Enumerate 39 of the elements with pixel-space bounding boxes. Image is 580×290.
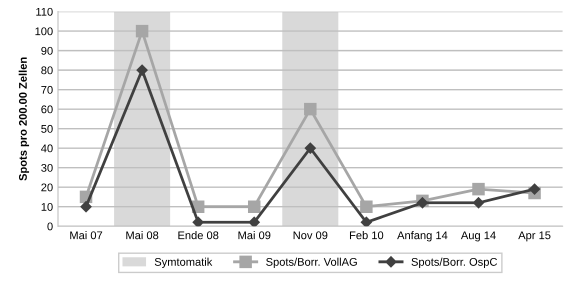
point (416, 197, 428, 208)
point (80, 201, 92, 212)
y-tick-label: 30 (41, 164, 53, 172)
point (528, 184, 540, 195)
x-tick-label: Apr 15 (518, 231, 550, 242)
y-tick-label: 100 (35, 27, 53, 36)
x-tick-label: Mai 08 (126, 231, 158, 240)
x-tick-label: Mai 09 (238, 231, 270, 240)
point (192, 216, 204, 226)
y-tick-label: 50 (41, 124, 53, 133)
point (304, 102, 317, 116)
x-tick-label: Nov 09 (294, 231, 328, 240)
y-tick-label: 10 (42, 202, 53, 211)
y-tick-label: 40 (41, 144, 53, 152)
y-tick-label: 70 (41, 86, 53, 94)
x-tick-label: Ende 08 (178, 231, 218, 240)
y-tick-label: 0 (47, 222, 53, 230)
legend-label: Spots/Borr. VollAG (266, 258, 357, 268)
point (360, 216, 372, 226)
point (136, 24, 148, 38)
y-axis-title: Spots pro 200.00 Zellen (18, 58, 30, 181)
point (304, 142, 316, 154)
point (248, 200, 260, 213)
y-tick-label: 110 (36, 8, 53, 16)
legend-label: Symtomatik (154, 258, 212, 268)
point (248, 216, 260, 226)
y-tick-label: 60 (41, 105, 53, 114)
legend-label: Spots/Borr. OspC (411, 258, 498, 268)
y-tick-label: 80 (41, 66, 53, 74)
point (136, 64, 148, 76)
x-tick-label: Anfang 14 (397, 231, 448, 242)
point (472, 182, 485, 196)
point (472, 197, 484, 208)
y-tick-label: 90 (41, 46, 53, 55)
x-tick-label: Aug 14 (460, 231, 496, 242)
x-tick-label: Mai 07 (70, 231, 102, 240)
y-tick-label: 20 (41, 183, 53, 192)
point (360, 200, 373, 213)
x-tick-label: Feb 10 (350, 231, 384, 240)
